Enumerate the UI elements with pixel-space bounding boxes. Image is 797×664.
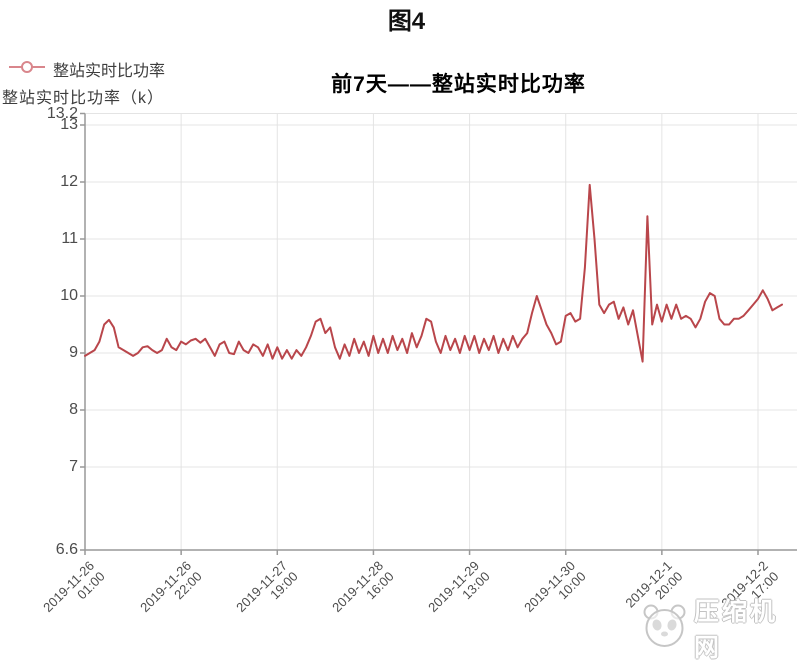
legend: 整站实时比功率	[8, 57, 165, 81]
watermark-text: 压缩机网	[694, 598, 779, 662]
y-axis-tick-label: 7	[69, 458, 78, 475]
series-line	[84, 183, 783, 363]
y-axis-tick-label: 12	[60, 173, 78, 190]
chart-title: 前7天——整站实时比功率	[331, 73, 586, 96]
y-axis-tick-label: 6.6	[55, 541, 78, 558]
y-axis-tick-label: 13	[60, 116, 78, 133]
watermark: 压缩机网	[638, 592, 797, 664]
y-axis-tick-label: 10	[60, 287, 78, 304]
y-axis-name: 整站实时比功率（k）	[2, 90, 165, 107]
panda-logo-icon	[638, 601, 690, 656]
legend-label: 整站实时比功率	[53, 63, 166, 80]
y-axis-tick-label: 11	[61, 230, 78, 247]
y-axis-tick-label: 8	[69, 401, 78, 418]
figure-label: 图4	[387, 8, 426, 35]
y-axis-tick-label: 13.2	[46, 104, 78, 122]
y-axis-tick-label: 9	[69, 344, 78, 361]
x-axis-tick-label: 2019-12-2 17:00	[600, 558, 781, 611]
legend-line-circle-marker-icon	[8, 60, 46, 79]
